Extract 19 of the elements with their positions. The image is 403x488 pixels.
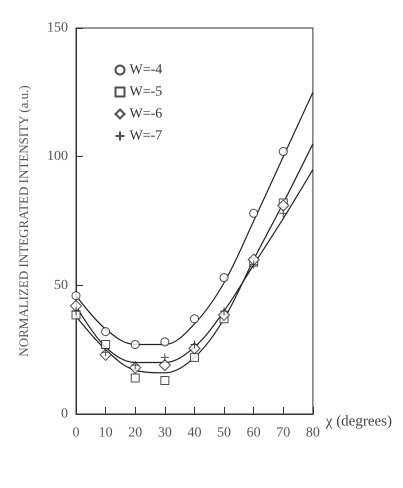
y-tick-label: 100: [47, 149, 68, 164]
x-tick-label: 20: [128, 426, 142, 440]
x-axis-title: χ (degrees): [324, 414, 392, 430]
x-tick-label: 50: [217, 426, 232, 440]
legend-label: W=-6: [130, 106, 162, 122]
x-tick-label: 40: [187, 426, 202, 440]
y-tick-label: 150: [47, 20, 68, 36]
y-tick-label: 50: [54, 278, 68, 293]
x-tick-label: 80: [306, 426, 320, 440]
x-tick-label: 30: [158, 426, 172, 440]
x-tick-label: 60: [246, 426, 261, 440]
x-tick-label: 10: [98, 426, 113, 440]
x-tick-label: 70: [276, 426, 290, 440]
y-axis-title: NORMALIZED INTEGRATED INTENSITY (a.u.): [16, 85, 31, 357]
legend-label: W=-7: [130, 128, 162, 144]
x-tick-label: 0: [72, 426, 80, 440]
y-tick-label: 0: [61, 406, 68, 422]
legend-label: W=-5: [130, 84, 162, 100]
legend-label: W=-4: [130, 62, 162, 78]
